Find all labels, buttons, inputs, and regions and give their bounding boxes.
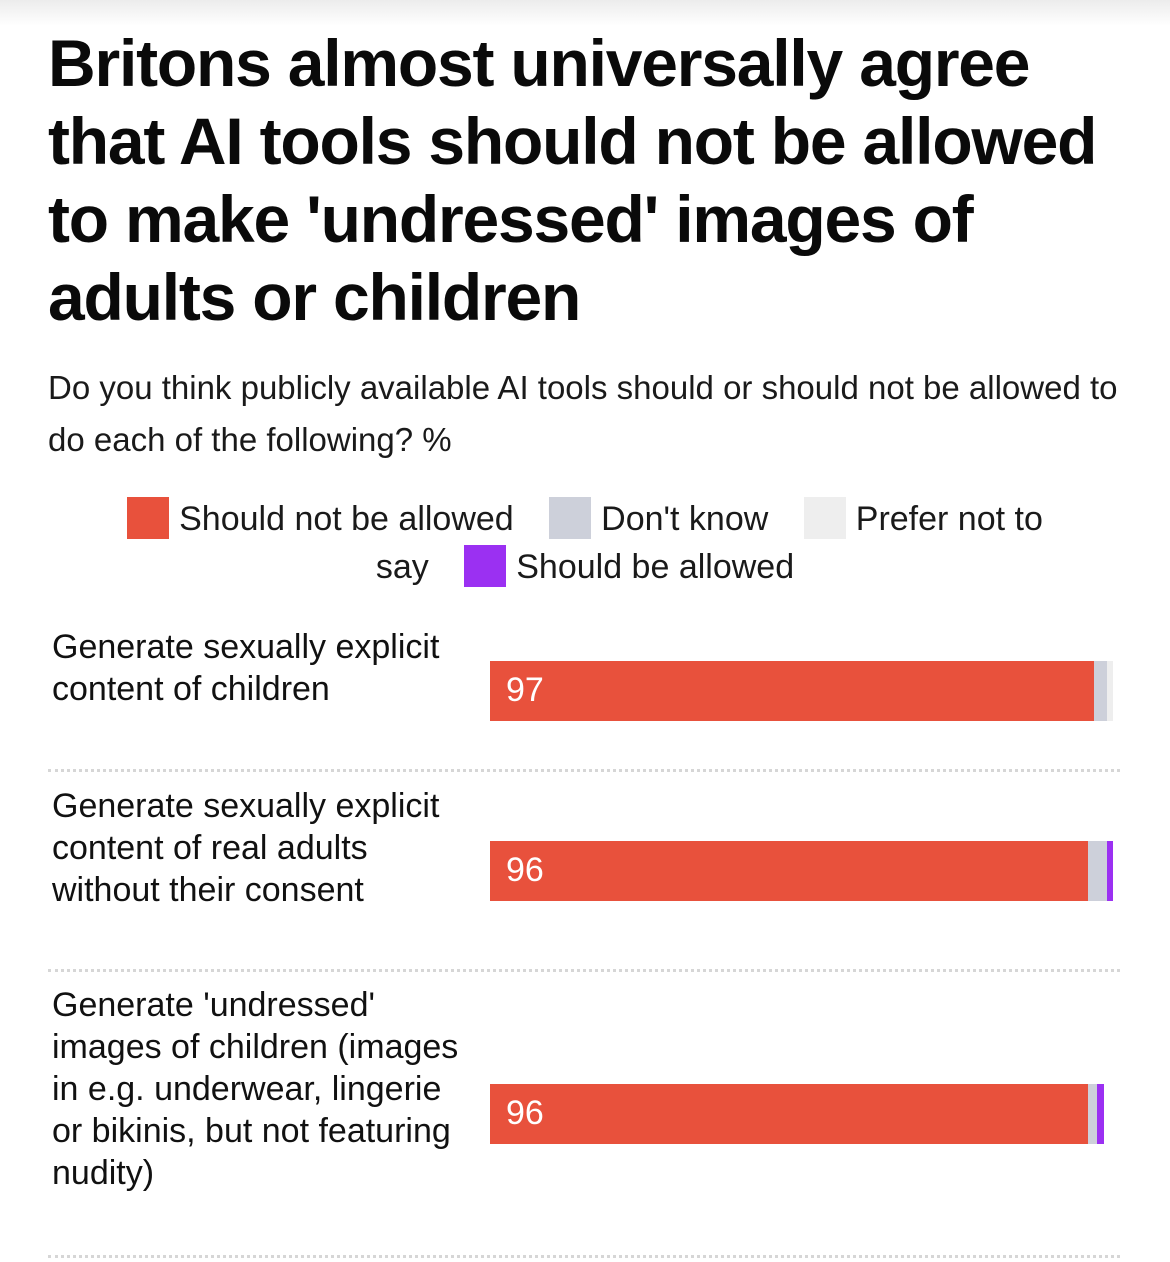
- row-label-3: Generate 'undressed' images of children …: [52, 986, 459, 1192]
- bar-row-3: 96: [490, 1084, 1113, 1144]
- legend-swatch-dont-know: [549, 497, 592, 539]
- chart-subtitle: Do you think publicly available AI tools…: [48, 369, 1118, 458]
- legend-label-prefer-not-1: Prefer not to: [855, 500, 1043, 538]
- bar-segment-row2-should-not: [490, 841, 1089, 901]
- row-label-2: Generate sexually explicit content of re…: [52, 787, 440, 909]
- bar-row-1: 97: [490, 661, 1113, 721]
- row-label-1: Generate sexually explicit content of ch…: [52, 628, 440, 708]
- bar-segment-row2-dont-know: [1088, 841, 1107, 901]
- bar-row-2: 96: [490, 841, 1113, 901]
- legend: Should not be allowed Don't know Prefer …: [60, 495, 1110, 591]
- legend-swatch-prefer-not: [803, 497, 846, 539]
- bar-segment-row2-should: [1106, 841, 1113, 901]
- legend-item-prefer-not: Prefer not to: [803, 497, 1043, 539]
- legend-item-should: Should be allowed: [464, 545, 795, 587]
- bar-segment-row3-should-not: [490, 1084, 1089, 1144]
- legend-item-dont-know: Don't know: [549, 497, 769, 539]
- row-divider-2: [48, 969, 1120, 972]
- legend-item-prefer-not-cont: say: [376, 548, 429, 586]
- bar-segment-row3-dont-know: [1088, 1084, 1098, 1144]
- legend-label-prefer-not-2: say: [375, 548, 429, 586]
- legend-swatch-should-not: [127, 497, 170, 539]
- legend-label-dont-know: Don't know: [601, 500, 769, 538]
- bar-segment-row3-should: [1097, 1084, 1104, 1144]
- bar-segment-row1-should-not: [490, 661, 1095, 721]
- chart-title: Britons almost universally agree that AI…: [48, 26, 1097, 334]
- legend-swatch-should: [464, 545, 507, 587]
- bar-segment-row1-dont-know: [1094, 661, 1107, 721]
- legend-label-should: Should be allowed: [516, 548, 795, 586]
- bar-segment-row1-prefer-not: [1106, 661, 1113, 721]
- row-divider-3: [48, 1255, 1120, 1258]
- row-divider-1: [48, 769, 1120, 772]
- legend-item-should-not: Should not be allowed: [127, 497, 514, 539]
- legend-label-should-not: Should not be allowed: [179, 500, 514, 538]
- top-shadow: [0, 0, 1170, 26]
